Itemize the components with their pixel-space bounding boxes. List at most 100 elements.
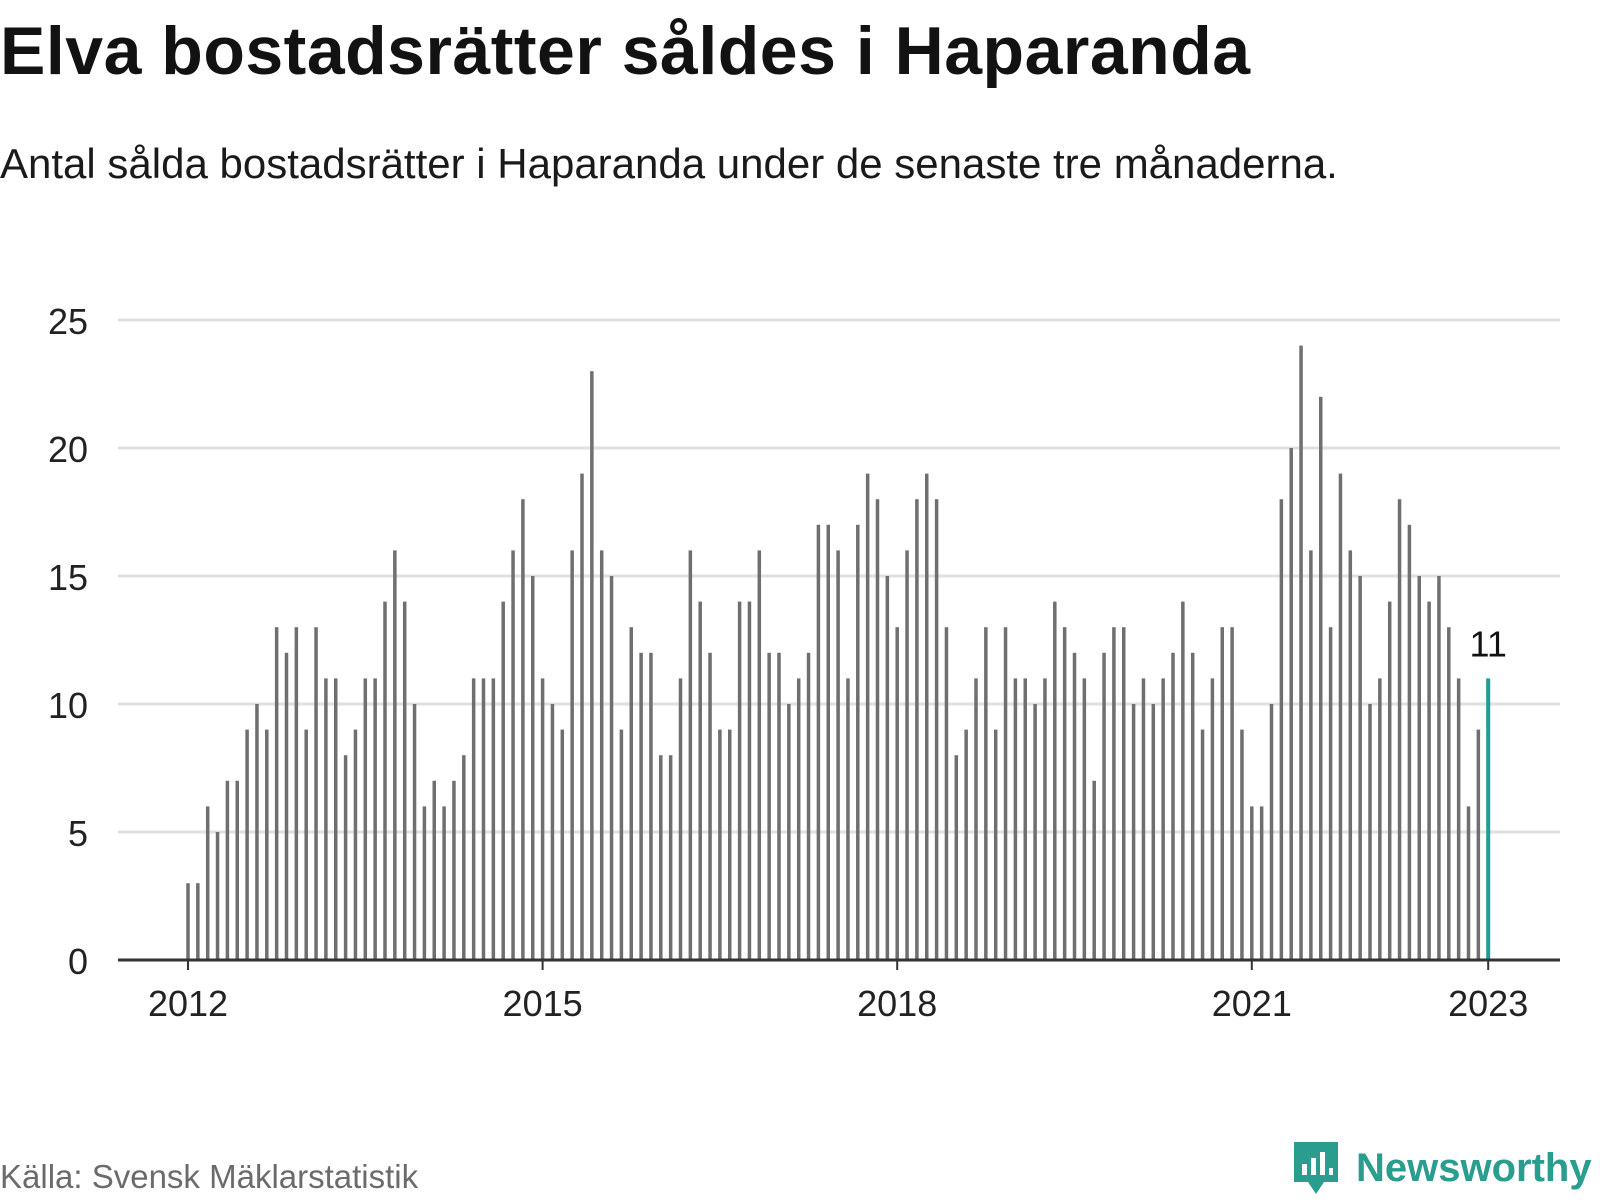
- y-tick-label: 0: [68, 941, 88, 982]
- bar: [1200, 729, 1205, 960]
- bar: [412, 704, 417, 960]
- highlight-data-label: 11: [1470, 623, 1507, 664]
- bar: [215, 832, 220, 960]
- bar: [688, 550, 693, 960]
- bar: [659, 755, 663, 960]
- bar: [393, 550, 397, 960]
- bar: [274, 627, 279, 960]
- bar: [186, 883, 190, 960]
- bar: [816, 524, 821, 960]
- bar: [225, 780, 230, 960]
- bar: [974, 678, 978, 960]
- bar: [580, 473, 584, 960]
- bar: [728, 729, 732, 960]
- bar: [1368, 704, 1372, 960]
- bar: [1250, 806, 1254, 960]
- bar: [1319, 396, 1323, 960]
- bar: [255, 704, 259, 960]
- bar: [599, 550, 604, 960]
- bar: [491, 678, 496, 960]
- bar: [1309, 550, 1313, 960]
- bar: [1122, 627, 1126, 960]
- bar: [442, 806, 446, 960]
- bar: [383, 601, 387, 960]
- brand-logo[interactable]: Newsworthy: [1290, 1138, 1592, 1198]
- bar: [826, 524, 830, 960]
- bar: [915, 499, 919, 960]
- bar: [521, 499, 525, 960]
- bar: [1013, 678, 1018, 960]
- bar: [737, 601, 742, 960]
- bar: [373, 678, 377, 960]
- bar: [1082, 678, 1087, 960]
- bar: [1417, 576, 1421, 960]
- bar: [511, 550, 515, 960]
- bar: [1348, 550, 1353, 960]
- bar: [1003, 627, 1008, 960]
- bar: [1161, 678, 1165, 960]
- bar: [954, 755, 959, 960]
- bar: [471, 678, 476, 960]
- bar: [402, 601, 407, 960]
- bar: [1062, 627, 1067, 960]
- bar: [353, 729, 358, 960]
- bar: [324, 678, 328, 960]
- bar: [462, 755, 466, 960]
- bar: [1456, 678, 1461, 960]
- bar: [294, 627, 299, 960]
- bar: [1102, 652, 1106, 960]
- y-tick-label: 15: [48, 557, 88, 598]
- bar: [1338, 473, 1343, 960]
- y-tick-label: 10: [48, 685, 88, 726]
- bar: [777, 652, 781, 960]
- bar: [432, 780, 436, 960]
- bar: [452, 780, 456, 960]
- bar: [1151, 704, 1156, 960]
- bar: [856, 524, 860, 960]
- bar: [1378, 678, 1382, 960]
- bar: [1072, 652, 1077, 960]
- bar: [560, 729, 565, 960]
- bar-chart: 0 5 10 15 20 25 2012 2015 2018 2021 2023 11: [48, 301, 1560, 1024]
- bar: [984, 627, 988, 960]
- bar: [609, 576, 614, 960]
- bar: [925, 473, 929, 960]
- bar: [1387, 601, 1392, 960]
- bar: [678, 678, 683, 960]
- bar: [1328, 627, 1333, 960]
- bar: [619, 729, 624, 960]
- bar: [1279, 499, 1284, 960]
- bar: [570, 550, 574, 960]
- bar: [590, 371, 594, 960]
- bar: [1407, 524, 1412, 960]
- chart-subtitle: Antal sålda bostadsrätter i Haparanda un…: [0, 140, 1338, 187]
- bar: [846, 678, 850, 960]
- bar: [787, 704, 791, 960]
- bar: [767, 652, 771, 960]
- x-tick-label: 2012: [148, 983, 228, 1024]
- bar: [1447, 627, 1451, 960]
- bar: [934, 499, 939, 960]
- bar: [875, 499, 880, 960]
- x-tick-label: 2023: [1448, 983, 1528, 1024]
- bar: [885, 576, 890, 960]
- bar: [422, 806, 427, 960]
- chart-title: Elva bostadsrätter såldes i Haparanda: [0, 13, 1251, 89]
- bar: [1023, 678, 1027, 960]
- brand-name: Newsworthy: [1356, 1145, 1592, 1190]
- bar: [1112, 627, 1116, 960]
- bar: [265, 729, 269, 960]
- bar: [698, 601, 702, 960]
- bar: [1131, 704, 1136, 960]
- bar: [1181, 601, 1185, 960]
- bar: [1210, 678, 1215, 960]
- bar: [806, 652, 811, 960]
- bar: [1033, 704, 1037, 960]
- y-tick-label: 25: [48, 301, 88, 342]
- bar: [895, 627, 899, 960]
- bar: [1476, 729, 1481, 960]
- bar: [1289, 448, 1293, 960]
- x-tick-label: 2018: [857, 983, 937, 1024]
- bar: [836, 550, 840, 960]
- bar: [993, 729, 998, 960]
